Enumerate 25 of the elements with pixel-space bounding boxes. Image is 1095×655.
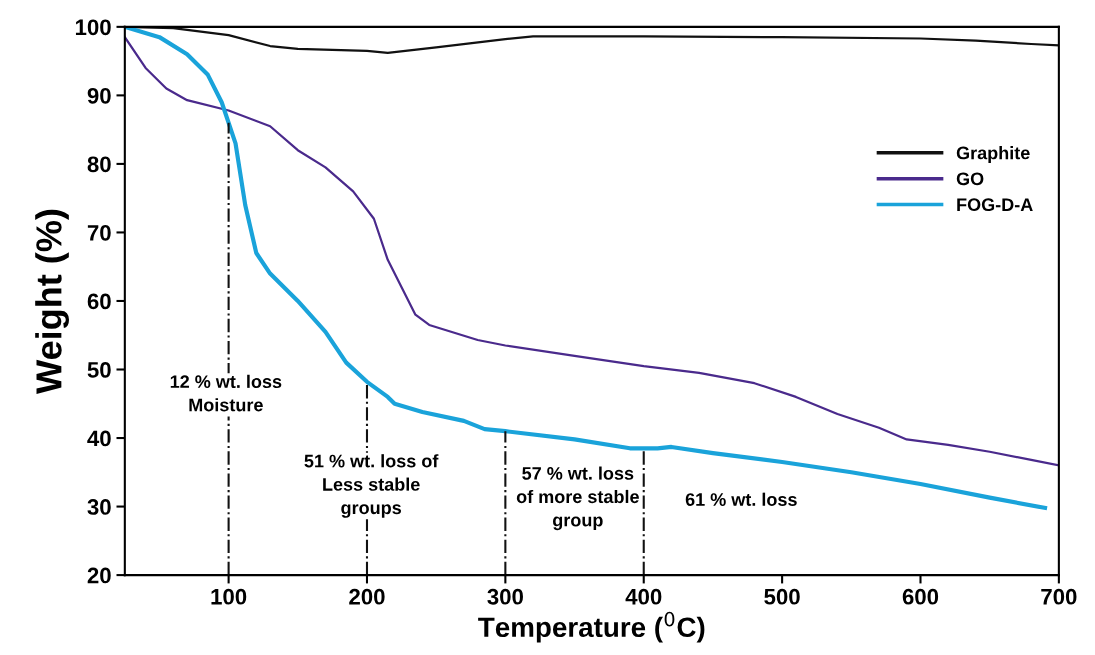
x-tick-label: 600	[902, 588, 939, 605]
x-tick-label: 500	[764, 588, 800, 605]
annotation: 51 % wt. loss of Less stable groups	[304, 454, 439, 518]
y-tick-label: 50	[87, 362, 111, 378]
y-tick-label: 70	[87, 224, 111, 241]
y-axis-title: Weight (%)	[35, 209, 70, 394]
annotation: 12 % wt. loss Moisture	[170, 374, 282, 412]
annotation: 61 % wt. loss	[685, 492, 797, 506]
legend-label: Graphite	[956, 146, 1030, 163]
y-tick-label: 80	[87, 156, 111, 173]
x-tick-label: 700	[1041, 588, 1077, 605]
x-tick-label: 300	[487, 588, 523, 605]
y-tick-label: 90	[87, 87, 111, 104]
y-tick-label: 20	[87, 567, 111, 584]
x-tick-label: 200	[349, 588, 385, 605]
y-tick-label: 40	[87, 430, 111, 447]
x-tick-label: 100	[211, 588, 247, 605]
x-tick-label: 400	[625, 588, 662, 605]
x-axis-title: Temperature ($^{0}$C)	[478, 611, 705, 643]
y-tick-label: 30	[87, 499, 111, 515]
y-tick-label: 100	[75, 19, 111, 36]
y-tick-label: 60	[87, 293, 111, 310]
legend-label: FOG-D-A	[957, 198, 1033, 212]
annotation: 57 % wt. loss of more stable group	[516, 466, 639, 531]
legend-label: GO	[956, 172, 984, 186]
